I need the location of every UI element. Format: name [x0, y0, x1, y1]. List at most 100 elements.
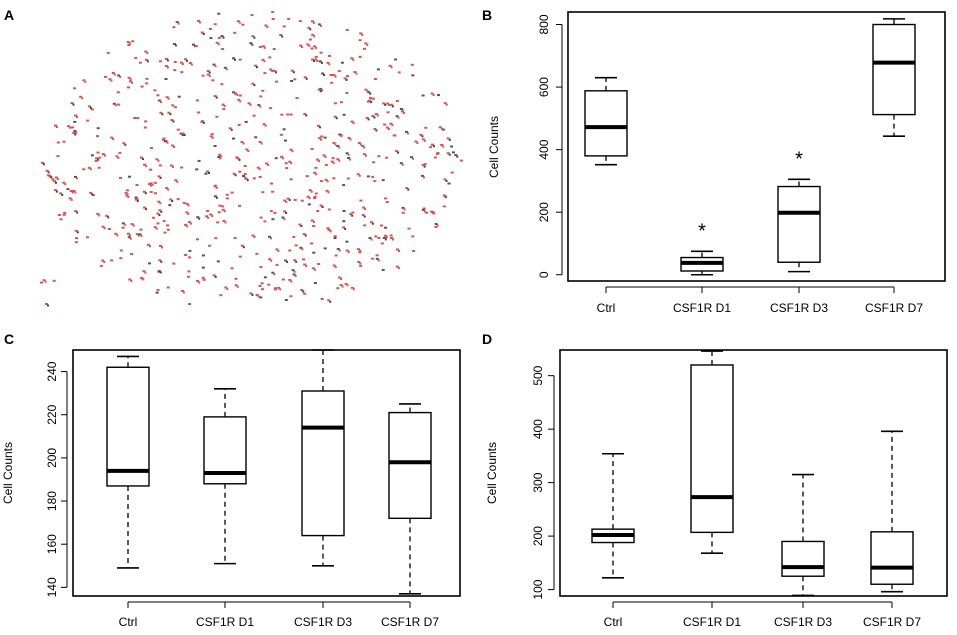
cell-dot: [164, 57, 168, 60]
cell-dot: [72, 132, 76, 134]
panel-b-box: [584, 90, 628, 157]
cell-dot: [180, 71, 184, 74]
cell-dot: [236, 20, 240, 23]
cell-dot: [412, 157, 414, 160]
panel-d-box: [870, 531, 914, 585]
cell-dot: [332, 74, 336, 77]
cell-dot: [217, 43, 220, 46]
cell-dot: [187, 221, 191, 224]
cell-dot: [221, 205, 225, 208]
panel-c-box: [301, 390, 345, 537]
cell-dot: [172, 262, 176, 265]
cell-dot: [240, 141, 244, 143]
cell-dot: [373, 180, 377, 183]
cell-dot: [329, 74, 333, 76]
cell-dot: [260, 142, 263, 145]
cell-dot: [334, 143, 337, 146]
cell-dot: [95, 157, 99, 160]
cell-dot: [303, 263, 307, 266]
cell-dot: [230, 128, 233, 131]
cell-dot: [315, 46, 318, 49]
cell-dot: [253, 236, 256, 238]
cell-dot: [151, 183, 154, 186]
cell-dot: [308, 38, 312, 41]
cell-dot: [140, 85, 144, 88]
cell-dot: [339, 284, 343, 287]
cell-dot: [386, 111, 390, 114]
cell-dot: [224, 221, 227, 224]
cell-dot: [153, 181, 157, 184]
cell-dot: [347, 157, 351, 159]
cell-dot: [391, 105, 394, 108]
cell-dot: [279, 133, 283, 136]
cell-dot: [159, 111, 163, 114]
cell-dot: [195, 168, 199, 171]
cell-dot: [129, 237, 132, 240]
cell-dot: [214, 237, 218, 240]
cell-dot: [141, 158, 144, 160]
cell-dot: [101, 153, 105, 156]
cell-dot: [221, 103, 225, 106]
cell-dot: [144, 271, 147, 274]
cell-dot: [225, 193, 229, 196]
cell-dot: [55, 190, 58, 193]
cell-dot: [259, 95, 263, 98]
cell-dot: [115, 155, 119, 158]
cell-dot: [300, 225, 303, 228]
cell-dot: [171, 166, 174, 168]
cell-dot: [405, 187, 409, 190]
cell-dot: [402, 112, 405, 114]
cell-dot: [128, 175, 131, 178]
cell-dot: [430, 210, 434, 213]
cell-dot: [301, 46, 304, 49]
cell-dot: [68, 197, 72, 200]
cell-dot: [161, 138, 165, 141]
cell-dot: [148, 245, 151, 248]
cell-dot: [101, 225, 105, 228]
cell-dot: [410, 156, 413, 159]
cell-dot: [119, 76, 122, 78]
cell-dot: [220, 155, 223, 158]
cell-dot: [254, 64, 257, 67]
cell-dot: [74, 191, 77, 194]
cell-dot: [234, 92, 238, 95]
cell-dot: [335, 117, 338, 120]
cell-dot: [158, 259, 162, 262]
cell-dot: [421, 138, 425, 141]
cell-dot: [345, 152, 349, 155]
cell-dot: [383, 234, 387, 237]
cell-dot: [74, 175, 77, 178]
cell-dot: [377, 155, 381, 158]
panel-c-y-tick-label: 180: [45, 491, 59, 511]
panel-c-y-axis-title: Cell Counts: [1, 442, 15, 504]
cell-dot: [450, 171, 454, 174]
cell-dot: [173, 60, 177, 63]
cell-dot: [352, 58, 355, 61]
panel-b-y-tick-label: 400: [537, 139, 551, 159]
cell-dot: [64, 183, 67, 186]
cell-dot: [143, 163, 147, 166]
cell-dot: [57, 214, 61, 216]
cell-dot: [107, 216, 110, 219]
panel-c-y-tick-label: 160: [45, 534, 59, 554]
cell-dot: [310, 47, 314, 50]
cell-dot: [181, 63, 184, 66]
cell-dot: [162, 137, 166, 140]
cell-dot: [363, 146, 366, 149]
cell-dot: [259, 216, 263, 219]
cell-dot: [221, 48, 225, 50]
cell-dot: [117, 156, 120, 159]
cell-dot: [226, 288, 229, 290]
cell-dot: [436, 224, 439, 227]
cell-dot: [317, 88, 321, 91]
panel-d-y-tick-label: 300: [531, 472, 545, 492]
cell-dot: [318, 137, 322, 140]
cell-dot: [72, 103, 75, 106]
cell-dot: [334, 75, 337, 78]
cell-dot: [443, 178, 447, 181]
cell-dot: [363, 215, 366, 218]
cell-dot: [368, 237, 372, 239]
cell-dot: [69, 190, 73, 192]
cell-dot: [274, 157, 278, 160]
cell-dot: [313, 60, 316, 62]
